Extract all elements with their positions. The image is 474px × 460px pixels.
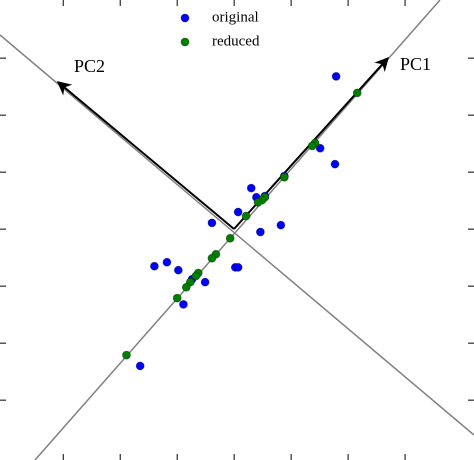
point: [173, 265, 183, 275]
point: [241, 211, 251, 221]
point: [149, 261, 159, 271]
point: [179, 299, 188, 309]
point: [122, 350, 131, 360]
point: [233, 262, 243, 272]
point: [279, 172, 289, 182]
point: [255, 227, 265, 237]
point: [331, 71, 341, 81]
point: [233, 207, 243, 217]
point: [307, 141, 317, 151]
point: [135, 361, 145, 371]
point: [246, 183, 256, 193]
point: [207, 253, 217, 263]
point: [315, 143, 325, 153]
point: [253, 197, 263, 207]
legend-marker: [180, 37, 190, 47]
point: [162, 257, 172, 267]
legend-label: reduced: [212, 33, 260, 49]
pc2-axis: [0, 34, 474, 436]
pc1-label: PC1: [400, 54, 431, 74]
point: [200, 277, 210, 287]
pc2-arrow: [56, 81, 235, 230]
point: [181, 282, 191, 292]
legend-label: original: [212, 9, 259, 25]
point: [225, 233, 235, 243]
point: [191, 271, 201, 281]
point: [207, 218, 217, 228]
point: [352, 88, 362, 98]
legend-marker: [180, 13, 190, 23]
point: [330, 159, 340, 169]
pc2-label: PC2: [74, 56, 105, 76]
point: [172, 293, 182, 303]
point: [276, 220, 286, 230]
